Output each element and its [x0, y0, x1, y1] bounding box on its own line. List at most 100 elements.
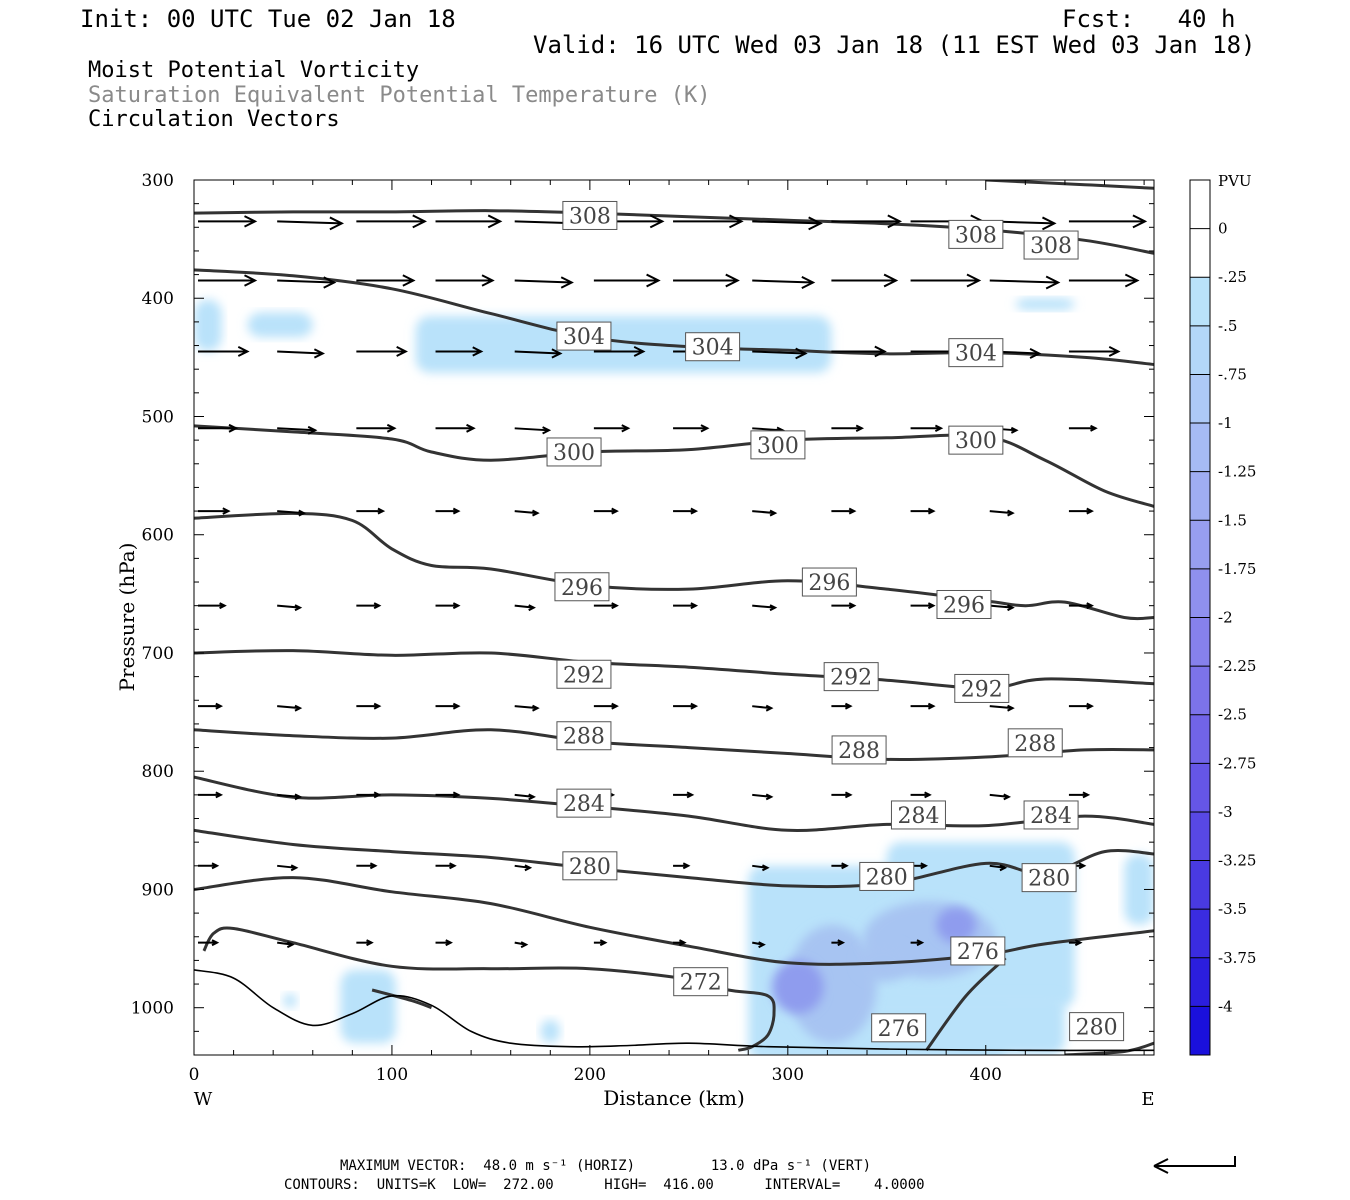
- vector-arrow: [752, 509, 778, 517]
- x-tick-labels: 0 100 200 300 400: [189, 1065, 1002, 1085]
- vector-arrow: [1068, 602, 1094, 610]
- vector-arrow: [198, 939, 220, 947]
- svg-text:304: 304: [692, 336, 734, 361]
- vector-arrow: [989, 604, 1015, 612]
- contour-label: 296: [936, 589, 992, 619]
- colorbar-label: -1.5: [1218, 511, 1247, 529]
- y-tick-label: 700: [142, 644, 174, 664]
- vector-arrow: [593, 346, 646, 357]
- vector-arrow: [198, 215, 258, 228]
- vector-arrow: [198, 274, 258, 287]
- pv-shade-region: [283, 993, 297, 1008]
- colorbar-label: -3.75: [1218, 949, 1256, 967]
- vector-arrow: [752, 216, 823, 231]
- contour-label: 276: [950, 936, 1006, 966]
- vector-arrow: [593, 273, 661, 288]
- vector-arrow: [435, 602, 461, 610]
- x-tick-label: 300: [772, 1065, 804, 1085]
- vector-arrow: [831, 424, 865, 433]
- colorbar-label: 0: [1218, 220, 1228, 238]
- svg-text:296: 296: [808, 571, 850, 596]
- vector-arrow: [198, 507, 231, 515]
- vector-arrow: [1068, 791, 1091, 799]
- svg-text:276: 276: [957, 940, 999, 965]
- colorbar-label: -2.75: [1218, 754, 1256, 772]
- contour-label: 304: [948, 338, 1004, 368]
- vector-arrow: [356, 602, 382, 610]
- contour-label: 308: [562, 200, 618, 230]
- vector-arrow: [593, 602, 619, 610]
- field-theta-title: Saturation Equivalent Potential Temperat…: [88, 83, 711, 108]
- contour-label: 284: [1023, 800, 1079, 830]
- colorbar-label: -3: [1218, 803, 1233, 821]
- contour-top: [985, 180, 1154, 190]
- svg-text:304: 304: [563, 325, 605, 350]
- svg-text:292: 292: [961, 677, 1003, 702]
- contour-label: 292: [823, 662, 879, 692]
- contour-label: 288: [556, 721, 612, 751]
- vector-arrow: [514, 509, 540, 517]
- vector-arrow: [1068, 346, 1121, 357]
- vector-arrow: [1068, 702, 1094, 710]
- colorbar-swatch: [1190, 666, 1210, 716]
- svg-text:304: 304: [955, 342, 997, 367]
- east-label: E: [1141, 1089, 1154, 1110]
- colorbar-swatch: [1190, 568, 1210, 618]
- contour-label: 292: [556, 659, 612, 689]
- vector-arrow: [277, 348, 326, 359]
- vector-arrow: [673, 214, 744, 229]
- vector-arrow: [277, 793, 303, 801]
- x-tick-label: 0: [189, 1065, 200, 1085]
- vector-arrow: [752, 604, 778, 612]
- vector-arrow: [989, 275, 1061, 290]
- x-tick-label: 400: [970, 1065, 1002, 1085]
- vector-arrow: [752, 941, 766, 949]
- vector-arrow: [910, 507, 936, 515]
- plot-frame: [193, 179, 1155, 1056]
- colorbar-swatch: [1190, 520, 1210, 570]
- pv-shade-region: [194, 299, 222, 352]
- svg-text:276: 276: [878, 1017, 920, 1042]
- vector-arrow: [514, 348, 563, 359]
- vector-arrow: [1068, 939, 1083, 947]
- contour-label: 300: [546, 437, 602, 467]
- vector-arrow: [198, 602, 227, 610]
- init-time: Init: 00 UTC Tue 02 Jan 18: [80, 5, 456, 33]
- west-label: W: [194, 1089, 213, 1110]
- vector-arrow: [831, 939, 846, 947]
- svg-text:280: 280: [1076, 1016, 1118, 1041]
- vector-arrow: [910, 602, 936, 610]
- vector-arrow: [514, 704, 540, 712]
- valid-time: Valid: 16 UTC Wed 03 Jan 18 (11 EST Wed …: [533, 31, 1256, 59]
- svg-text:296: 296: [943, 593, 985, 618]
- y-tick-label: 600: [142, 526, 174, 546]
- colorbar-swatch: [1190, 180, 1210, 230]
- colorbar-swatch: [1190, 714, 1210, 764]
- pv-shade-region: [1124, 853, 1154, 925]
- colorbar-label: -1.75: [1218, 560, 1256, 578]
- colorbar-swatch: [1190, 763, 1210, 813]
- pv-shade-region: [247, 312, 313, 338]
- x-tick-label: 200: [574, 1065, 606, 1085]
- contour-label: 272: [673, 967, 729, 997]
- contour-label: 280: [1069, 1012, 1125, 1042]
- pv-shade-core: [787, 924, 877, 1044]
- vector-arrow: [989, 793, 1011, 801]
- contour-label: 300: [750, 430, 806, 460]
- reference-vector-icon: [1153, 1156, 1236, 1174]
- vector-arrow: [989, 704, 1015, 712]
- y-tick-label: 300: [142, 171, 174, 191]
- contour-label: 308: [1023, 230, 1079, 260]
- contour-284: [194, 775, 1154, 832]
- vector-arrow: [673, 424, 710, 433]
- vector-arrow: [831, 791, 853, 799]
- contour-label: 280: [562, 851, 618, 881]
- vector-arrow: [356, 214, 427, 229]
- vector-arrow: [356, 274, 416, 287]
- contour-296: [194, 511, 1154, 621]
- vector-arrow: [752, 864, 770, 872]
- vector-arrow: [356, 791, 382, 799]
- vector-arrow: [435, 274, 495, 287]
- contour-label: 296: [554, 572, 610, 602]
- colorbar-swatch: [1190, 909, 1210, 959]
